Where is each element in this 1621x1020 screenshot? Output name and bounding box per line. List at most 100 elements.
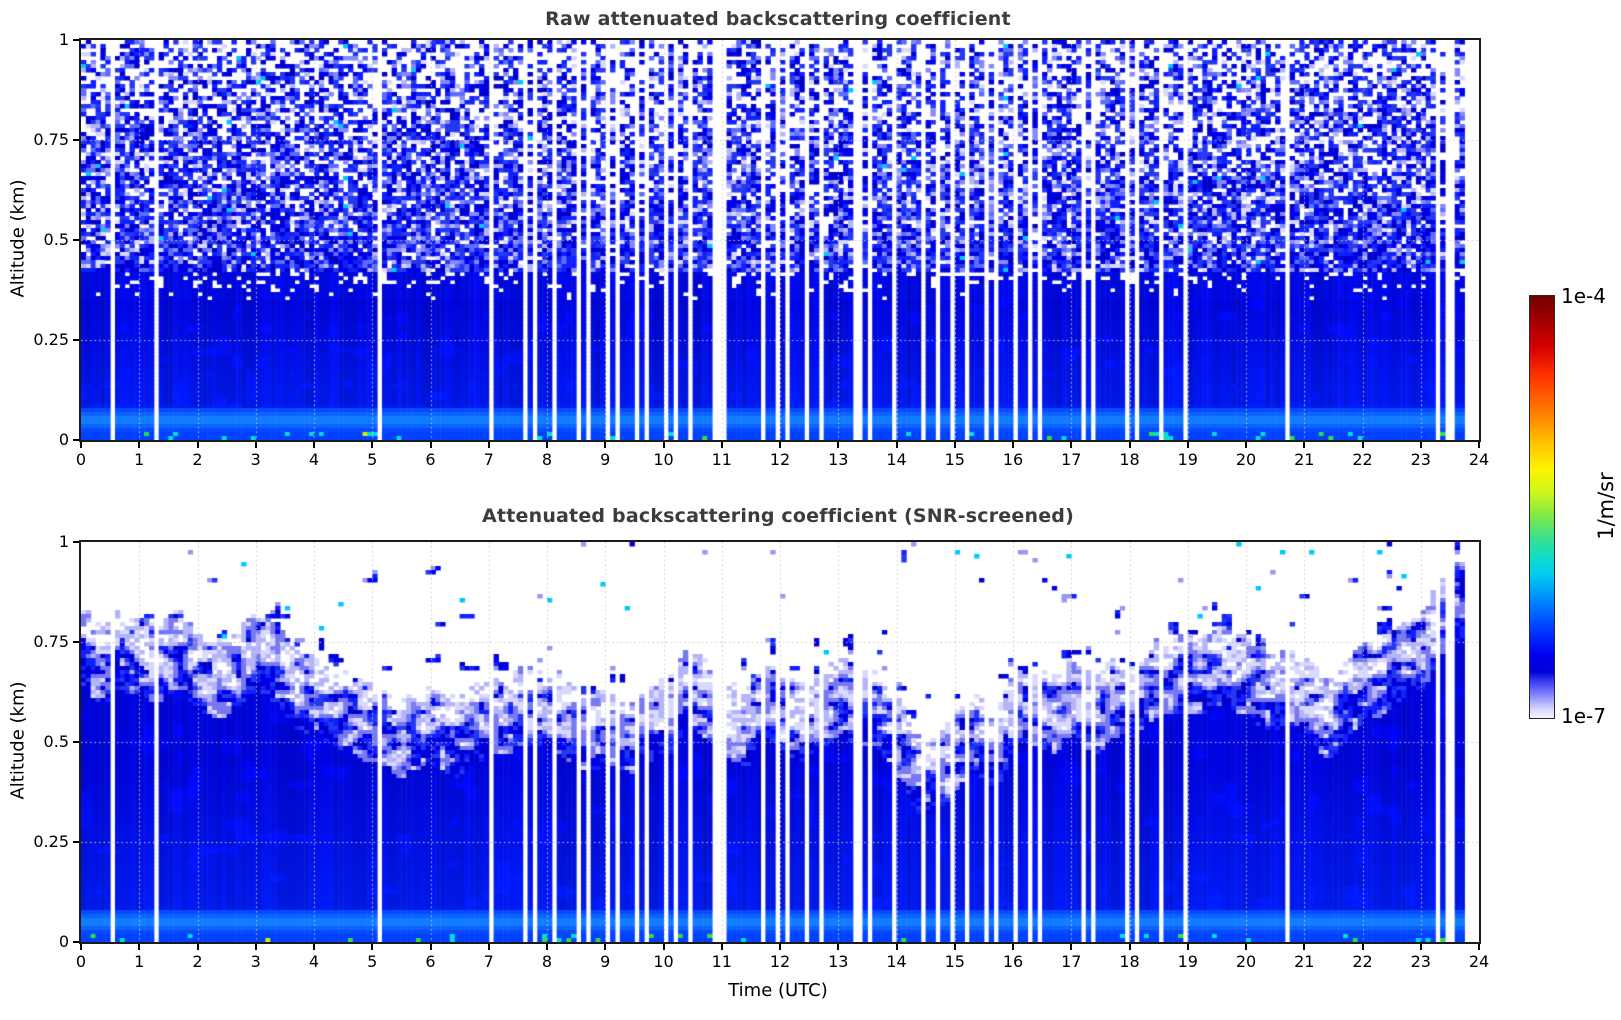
- x-tick-label: 14: [886, 952, 907, 971]
- x-tick-mark: [371, 442, 374, 448]
- x-tick-label: 1: [134, 952, 145, 971]
- x-tick-label: 23: [1410, 450, 1431, 469]
- x-tick-mark: [1303, 442, 1306, 448]
- x-tick-mark: [1186, 442, 1189, 448]
- x-tick-mark: [80, 442, 82, 448]
- raw-heatmap-canvas: [81, 40, 1479, 440]
- x-tick-mark: [1070, 442, 1073, 448]
- x-tick-mark: [604, 442, 607, 448]
- x-tick-mark: [1245, 442, 1247, 448]
- x-tick-label: 10: [653, 450, 674, 469]
- x-tick-label: 15: [944, 450, 965, 469]
- x-tick-label: 3: [250, 952, 261, 971]
- y-tick-label: 0.75: [33, 632, 69, 651]
- x-tick-mark: [1303, 944, 1306, 950]
- y-tick-label: 0: [58, 932, 69, 951]
- x-tick-mark: [196, 442, 199, 448]
- x-tick-label: 0: [75, 450, 87, 469]
- x-tick-mark: [895, 944, 898, 950]
- x-tick-label: 5: [367, 952, 378, 971]
- x-tick-label: 1: [134, 450, 145, 469]
- colorbar-unit-label: 1/m/sr: [1594, 472, 1618, 540]
- x-tick-label: 19: [1177, 952, 1198, 971]
- y-tick-label: 0: [58, 430, 69, 449]
- x-tick-label: 20: [1235, 952, 1257, 971]
- y-tick-mark: [73, 541, 79, 543]
- x-tick-mark: [779, 442, 781, 448]
- x-tick-mark: [1186, 944, 1189, 950]
- x-tick-mark: [1245, 944, 1247, 950]
- x-tick-label: 9: [600, 450, 611, 469]
- y-tick-mark: [73, 339, 79, 341]
- x-tick-label: 3: [250, 450, 261, 469]
- y-tick-label: 0.5: [43, 732, 69, 751]
- screened-panel-title: Attenuated backscattering coefficient (S…: [482, 505, 1074, 527]
- x-tick-mark: [1419, 944, 1422, 950]
- raw-panel-title: Raw attenuated backscattering coefficien…: [545, 8, 1011, 30]
- x-tick-mark: [1419, 442, 1422, 448]
- colorbar-max-label: 1e-4: [1561, 284, 1606, 308]
- x-tick-mark: [720, 944, 723, 950]
- x-tick-mark: [837, 944, 840, 950]
- x-tick-label: 21: [1294, 450, 1315, 469]
- x-tick-mark: [1012, 442, 1014, 448]
- x-tick-mark: [720, 442, 723, 448]
- x-tick-label: 18: [1119, 450, 1140, 469]
- x-tick-label: 17: [1061, 952, 1082, 971]
- x-tick-label: 24: [1468, 450, 1490, 469]
- time-axis-label: Time (UTC): [728, 980, 828, 1001]
- x-tick-mark: [487, 944, 490, 950]
- x-tick-label: 0: [75, 952, 87, 971]
- x-tick-label: 9: [600, 952, 611, 971]
- x-tick-label: 18: [1119, 952, 1140, 971]
- y-tick-label: 0.25: [33, 330, 69, 349]
- x-tick-label: 4: [308, 450, 320, 469]
- x-tick-label: 20: [1235, 450, 1257, 469]
- x-tick-label: 16: [1002, 450, 1024, 469]
- x-tick-label: 22: [1352, 952, 1373, 971]
- x-tick-label: 4: [308, 952, 320, 971]
- x-tick-label: 15: [944, 952, 965, 971]
- screened-heatmap-plot: [79, 540, 1481, 944]
- x-tick-label: 2: [192, 450, 203, 469]
- y-tick-mark: [73, 439, 79, 441]
- x-tick-mark: [196, 944, 199, 950]
- x-tick-mark: [1361, 442, 1364, 448]
- y-tick-mark: [73, 841, 79, 843]
- screened-heatmap-canvas: [81, 542, 1479, 942]
- x-tick-mark: [487, 442, 490, 448]
- x-tick-mark: [254, 442, 257, 448]
- x-tick-label: 6: [425, 952, 436, 971]
- x-tick-label: 12: [769, 952, 791, 971]
- x-tick-mark: [1012, 944, 1014, 950]
- x-tick-mark: [546, 442, 548, 448]
- x-tick-mark: [662, 944, 665, 950]
- y-tick-mark: [73, 239, 79, 241]
- y-tick-mark: [73, 941, 79, 943]
- x-tick-label: 10: [653, 952, 674, 971]
- x-tick-mark: [953, 442, 956, 448]
- x-tick-label: 16: [1002, 952, 1024, 971]
- x-tick-label: 22: [1352, 450, 1373, 469]
- colorbar-min-label: 1e-7: [1561, 704, 1606, 728]
- x-tick-label: 8: [541, 450, 553, 469]
- raw-heatmap-plot: [79, 38, 1481, 442]
- x-tick-mark: [313, 944, 315, 950]
- x-tick-mark: [1128, 944, 1131, 950]
- x-tick-mark: [662, 442, 665, 448]
- x-tick-mark: [1361, 944, 1364, 950]
- y-tick-label: 0.75: [33, 130, 69, 149]
- x-tick-mark: [953, 944, 956, 950]
- x-tick-label: 13: [828, 952, 849, 971]
- y-tick-mark: [73, 641, 79, 643]
- x-tick-mark: [138, 442, 141, 448]
- x-tick-mark: [313, 442, 315, 448]
- x-tick-label: 7: [483, 450, 494, 469]
- x-tick-mark: [546, 944, 548, 950]
- x-tick-label: 8: [541, 952, 553, 971]
- x-tick-mark: [604, 944, 607, 950]
- x-tick-mark: [895, 442, 898, 448]
- x-tick-label: 6: [425, 450, 436, 469]
- x-tick-mark: [429, 944, 432, 950]
